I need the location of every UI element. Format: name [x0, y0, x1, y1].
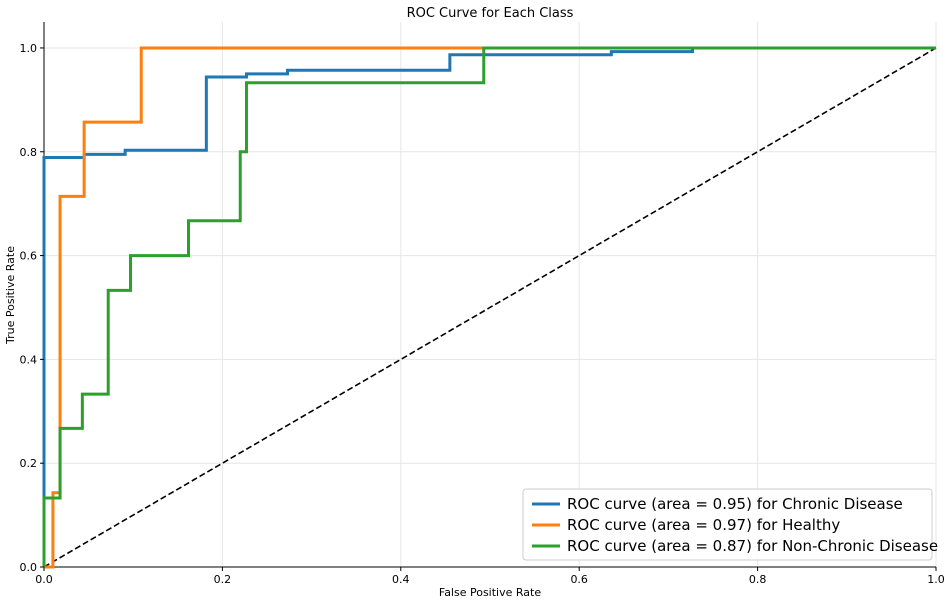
tick-labels: 0.0 0.2 0.4 0.6 0.8 1.0 0.0 0.2 0.4 0.6 0.8 1.0 [20, 42, 945, 586]
x-tick-label: 1.0 [927, 573, 945, 586]
x-tick-label: 0.8 [749, 573, 767, 586]
y-tick-label: 0.0 [20, 561, 38, 574]
y-tick-label: 0.6 [20, 250, 38, 263]
y-tick-label: 0.8 [20, 146, 38, 159]
x-tick-label: 0.0 [35, 573, 53, 586]
legend-label: ROC curve (area = 0.87) for Non-Chronic … [567, 537, 938, 555]
legend-box [522, 488, 933, 561]
y-tick-label: 1.0 [20, 42, 38, 55]
reference-diagonal [43, 47, 937, 568]
x-tick-label: 0.4 [392, 573, 410, 586]
random-classifier-line [43, 47, 937, 568]
chart-title: ROC Curve for Each Class [407, 6, 574, 21]
legend-label: ROC curve (area = 0.97) for Healthy [567, 516, 840, 534]
x-axis-title: False Positive Rate [439, 586, 541, 599]
grid-lines [43, 22, 937, 568]
y-axis-title: True Positive Rate [4, 246, 17, 345]
legend: ROC curve (area = 0.95) for Chronic Dise… [522, 488, 938, 561]
y-tick-label: 0.2 [20, 457, 38, 470]
series-line-2 [42, 46, 936, 567]
axes [43, 22, 936, 568]
legend-label: ROC curve (area = 0.95) for Chronic Dise… [567, 495, 903, 513]
x-tick-label: 0.6 [570, 573, 588, 586]
series-line-1 [44, 46, 936, 569]
y-tick-label: 0.4 [20, 353, 38, 366]
x-tick-label: 0.2 [214, 573, 232, 586]
series-lines [42, 46, 936, 569]
